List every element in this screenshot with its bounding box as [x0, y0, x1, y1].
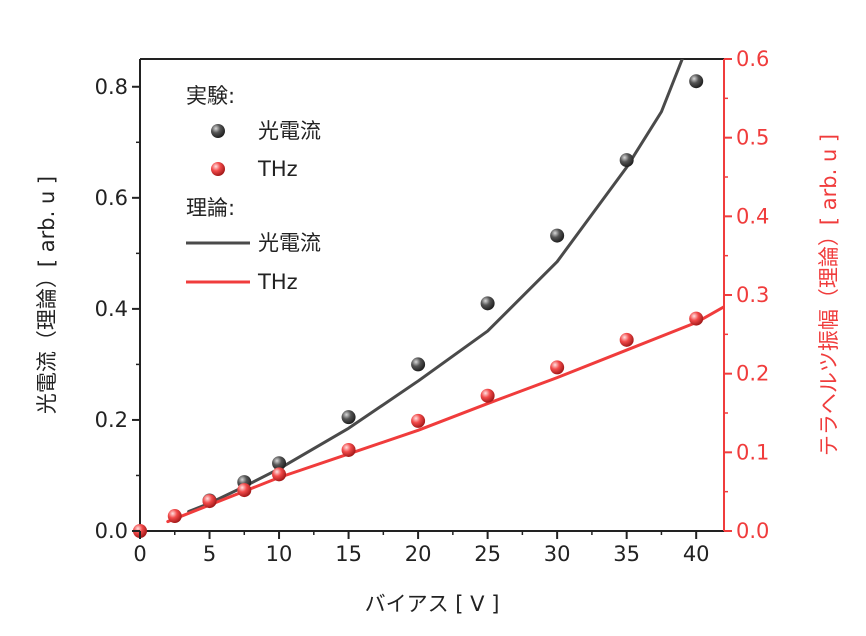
data-point-photocurrent_exp — [411, 357, 426, 372]
y-left-axis-title: 光電流（理論）[ arb. u ] — [35, 176, 59, 414]
y-left-tick-label: 0.6 — [95, 186, 128, 210]
y-right-tick-label: 0.3 — [736, 283, 769, 307]
x-tick-label: 5 — [203, 542, 216, 566]
legend-heading-theory: 理論: — [186, 196, 235, 220]
axes: 0 5 10 15 20 25 30 35 40 0.0 0.2 0.4 0.6 0.8 0.0 0.1 0.2… — [35, 47, 841, 616]
y-right-tick-label: 0.4 — [736, 204, 769, 228]
data-point-thz_exp — [550, 360, 565, 375]
legend-marker-thz_exp — [211, 162, 225, 176]
legend-label-thz_exp: THz — [257, 157, 298, 181]
y-right-tick-label: 0.5 — [736, 126, 769, 150]
y-right-tick-label: 0.0 — [736, 519, 769, 543]
x-tick-label: 40 — [683, 542, 710, 566]
x-tick-label: 30 — [544, 542, 571, 566]
data-point-thz_exp — [411, 413, 426, 428]
series-line-photocurrent_theory — [187, 59, 684, 514]
y-left-tick-label: 0.2 — [95, 408, 128, 432]
data-point-thz_exp — [480, 388, 495, 403]
legend-label-photocurrent_theory: 光電流 — [258, 231, 321, 255]
y-right-tick-label: 0.6 — [736, 47, 769, 71]
x-axis-title: バイアス [ V ] — [365, 592, 500, 616]
data-point-thz_exp — [341, 442, 356, 457]
data-point-thz_exp — [202, 494, 217, 509]
y-left-tick-label: 0.8 — [95, 75, 128, 99]
data-point-photocurrent_exp — [480, 296, 495, 311]
legend-heading-experiment: 実験: — [186, 84, 235, 108]
x-tick-label: 25 — [474, 542, 501, 566]
legend-marker-photocurrent_exp — [211, 124, 225, 138]
legend: 実験: 光電流 THz 理論: 光電流 THz — [186, 84, 321, 294]
y-right-tick-label: 0.2 — [736, 362, 769, 386]
x-tick-label: 20 — [405, 542, 432, 566]
data-point-photocurrent_exp — [341, 410, 356, 425]
data-point-thz_exp — [237, 483, 252, 498]
data-point-photocurrent_exp — [619, 153, 634, 168]
data-point-thz_exp — [272, 467, 287, 482]
x-tick-label: 0 — [133, 542, 146, 566]
y-left-tick-label: 0.4 — [95, 297, 128, 321]
legend-label-thz_theory: THz — [257, 270, 298, 294]
data-point-thz_exp — [167, 509, 182, 524]
y-left-tick-label: 0.0 — [95, 519, 128, 543]
x-tick-label: 35 — [613, 542, 640, 566]
plot-data — [133, 59, 724, 538]
data-point-photocurrent_exp — [272, 456, 287, 471]
y-right-tick-label: 0.1 — [736, 440, 769, 464]
data-point-thz_exp — [689, 311, 704, 326]
legend-label-photocurrent_exp: 光電流 — [258, 119, 321, 143]
data-point-thz_exp — [619, 332, 634, 347]
data-point-photocurrent_exp — [689, 74, 704, 89]
x-tick-label: 15 — [335, 542, 362, 566]
x-tick-label: 10 — [266, 542, 293, 566]
y-right-axis-title: テラヘルツ振幅（理論）[ arb. u ] — [817, 134, 841, 456]
data-point-photocurrent_exp — [550, 228, 565, 243]
